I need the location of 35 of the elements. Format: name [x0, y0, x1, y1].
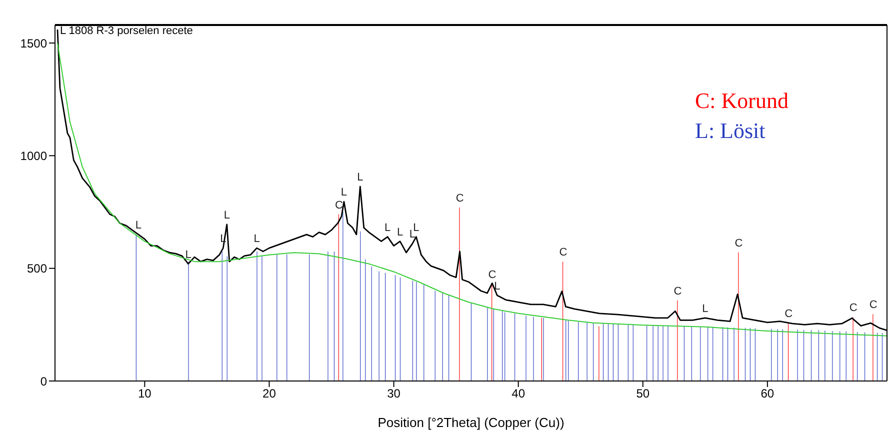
annotation: L — [254, 233, 260, 246]
x-tick-label: 10 — [138, 386, 152, 401]
y-tick-label: 1000 — [20, 148, 48, 163]
annotation: L — [224, 209, 230, 222]
x-tick-label: 60 — [760, 386, 774, 401]
annotation: C — [849, 302, 858, 314]
annotation: C — [488, 269, 496, 282]
annotation: L — [702, 302, 708, 315]
x-tick-label: 40 — [512, 386, 526, 401]
x-tick-label: 20 — [262, 386, 276, 401]
y-tick-label: 500 — [26, 262, 48, 276]
text: C: Korund — [695, 87, 788, 115]
annotation: L — [357, 172, 364, 184]
annotation: L — [384, 222, 391, 234]
annotation: L — [135, 220, 142, 232]
annotation: C — [456, 192, 464, 205]
annotation: C — [335, 199, 343, 212]
annotation: L — [396, 226, 404, 238]
annotation: L — [185, 248, 192, 261]
x-tick-label: 30 — [387, 386, 401, 401]
annotation: L — [340, 186, 348, 199]
annotation: C — [869, 299, 878, 312]
annotation: C — [674, 285, 682, 298]
annotation: C — [734, 237, 743, 250]
annotation: L — [409, 228, 416, 241]
text: L: Lösit — [695, 117, 766, 145]
x-tick-label: 50 — [636, 386, 650, 401]
annotation: L — [413, 222, 420, 234]
y-tick-label: 0 — [40, 374, 48, 388]
chart-title: L 1808 R-3 porselen recete — [60, 25, 193, 37]
y-tick-label: 1500 — [20, 36, 48, 50]
annotation: C — [559, 246, 568, 259]
annotation: L — [494, 280, 500, 292]
x-axis-title: Position [°2Theta] (Copper (Cu)) — [378, 415, 564, 430]
annotation: C — [784, 308, 793, 320]
